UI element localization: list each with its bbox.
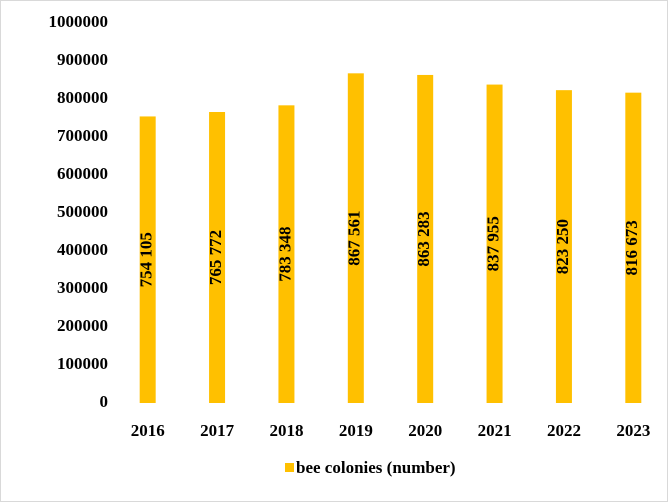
x-tick-label: 2016 (131, 421, 165, 440)
y-tick-label: 200000 (57, 316, 108, 335)
bar (347, 73, 364, 404)
bar (417, 74, 434, 404)
x-tick-label: 2022 (547, 421, 581, 440)
bar (625, 92, 642, 404)
data-label: 867 561 (345, 211, 364, 266)
data-label: 765 772 (206, 230, 225, 285)
bar (139, 116, 156, 404)
data-label: 754 105 (137, 232, 156, 287)
x-tick-label: 2019 (339, 421, 373, 440)
bar (555, 90, 572, 403)
bar (278, 105, 295, 403)
y-tick-label: 800000 (57, 88, 108, 107)
x-tick-label: 2020 (408, 421, 442, 440)
y-tick-label: 300000 (57, 278, 108, 297)
data-label: 816 673 (622, 220, 641, 275)
y-tick-label: 400000 (57, 240, 108, 259)
y-tick-label: 500000 (57, 202, 108, 221)
data-label: 783 348 (275, 227, 294, 282)
y-tick-label: 1000000 (49, 12, 109, 31)
y-tick-label: 100000 (57, 354, 108, 373)
bar (209, 112, 226, 403)
y-tick-label: 700000 (57, 126, 108, 145)
data-label: 823 250 (553, 219, 572, 274)
y-tick-label: 0 (100, 392, 109, 411)
x-tick-label: 2017 (200, 421, 235, 440)
x-tick-label: 2023 (616, 421, 650, 440)
x-tick-label: 2018 (269, 421, 303, 440)
y-tick-label: 600000 (57, 164, 108, 183)
data-label: 863 283 (414, 211, 433, 266)
x-tick-label: 2021 (478, 421, 512, 440)
legend-swatch (285, 463, 294, 472)
bar (486, 84, 503, 404)
legend-label: bee colonies (number) (296, 458, 456, 477)
y-tick-label: 900000 (57, 50, 108, 69)
data-label: 837 955 (483, 216, 502, 271)
